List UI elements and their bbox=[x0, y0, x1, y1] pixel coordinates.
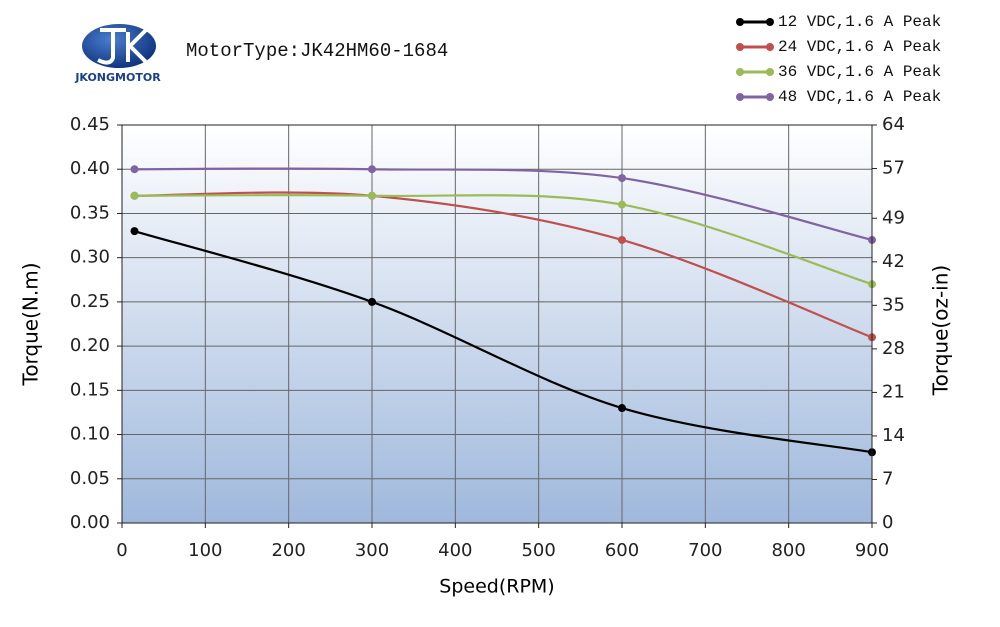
y2-tick-label: 35 bbox=[882, 294, 905, 315]
y-tick-label: 0.45 bbox=[70, 114, 110, 135]
plot-border bbox=[121, 124, 873, 524]
legend-dot bbox=[766, 68, 774, 76]
data-point bbox=[618, 235, 626, 244]
series-line bbox=[134, 167, 873, 242]
x-tick-label: 400 bbox=[438, 540, 472, 561]
y-tick-label: 0.30 bbox=[70, 247, 110, 268]
x-tick-label: 100 bbox=[188, 540, 222, 561]
series-line bbox=[134, 230, 873, 454]
y2-tick-label: 14 bbox=[882, 425, 905, 446]
legend-dot bbox=[736, 18, 744, 26]
data-point bbox=[130, 165, 139, 174]
x-tick-label: 900 bbox=[855, 540, 889, 561]
data-point bbox=[618, 174, 626, 183]
y-tick-label: 0.05 bbox=[70, 468, 110, 489]
plot-area bbox=[122, 125, 872, 523]
logo-emblem bbox=[82, 24, 156, 68]
logo-text: JKONGMOTOR bbox=[74, 71, 161, 84]
legend-dot bbox=[766, 43, 774, 51]
y-tick-label: 0.00 bbox=[70, 512, 110, 533]
y2-tick-label: 42 bbox=[882, 251, 905, 272]
legend: 12 VDC,1.6 A Peak 24 VDC,1.6 A Peak 36 VDC… bbox=[736, 13, 941, 106]
y-tick-label: 0.25 bbox=[70, 291, 110, 312]
x-tick-label: 800 bbox=[771, 540, 805, 561]
y-tick-label: 0.40 bbox=[70, 158, 110, 179]
series-line bbox=[134, 191, 873, 339]
legend-dot bbox=[766, 93, 774, 101]
y2-tick-label: 21 bbox=[882, 381, 905, 402]
x-tick-label: 200 bbox=[271, 540, 305, 561]
y-tick-label: 0.35 bbox=[70, 202, 110, 223]
y2-tick-label: 57 bbox=[882, 158, 905, 179]
data-point bbox=[368, 191, 376, 200]
logo: JKONGMOTOR bbox=[74, 24, 161, 84]
legend-dot bbox=[736, 93, 744, 101]
legend-dot bbox=[736, 68, 744, 76]
y-tick-label: 0.15 bbox=[70, 379, 110, 400]
y-tick-label: 0.20 bbox=[70, 335, 110, 356]
x-axis-label: Speed(RPM) bbox=[439, 576, 554, 598]
y2-axis-label: Torque(oz-in) bbox=[929, 265, 953, 396]
data-point bbox=[368, 297, 376, 306]
legend-label: 12 VDC,1.6 A Peak bbox=[778, 13, 941, 31]
y2-tick-label: 7 bbox=[882, 468, 893, 489]
legend-dot bbox=[736, 43, 744, 51]
data-point bbox=[618, 200, 626, 209]
x-tick-label: 300 bbox=[355, 540, 389, 561]
data-point bbox=[368, 165, 376, 174]
data-point bbox=[130, 227, 139, 236]
x-tick-label: 0 bbox=[116, 540, 127, 561]
y2-tick-label: 64 bbox=[882, 114, 905, 135]
data-point bbox=[130, 191, 139, 200]
data-point bbox=[618, 404, 626, 413]
x-tick-label: 600 bbox=[605, 540, 639, 561]
legend-label: 48 VDC,1.6 A Peak bbox=[778, 88, 941, 106]
x-tick-label: 500 bbox=[521, 540, 555, 561]
legend-label: 36 VDC,1.6 A Peak bbox=[778, 63, 941, 81]
y2-tick-label: 49 bbox=[882, 207, 905, 228]
chart-title: MotorType:JK42HM60-1684 bbox=[186, 40, 448, 62]
legend-dot bbox=[766, 18, 774, 26]
series-line bbox=[134, 194, 873, 286]
y2-tick-label: 0 bbox=[882, 512, 893, 533]
y-axis-label: Torque(N.m) bbox=[19, 262, 43, 386]
y-tick-label: 0.10 bbox=[70, 424, 110, 445]
logo-letters bbox=[97, 28, 150, 66]
x-tick-label: 700 bbox=[688, 540, 722, 561]
legend-label: 24 VDC,1.6 A Peak bbox=[778, 38, 941, 56]
y2-tick-label: 28 bbox=[882, 338, 905, 359]
